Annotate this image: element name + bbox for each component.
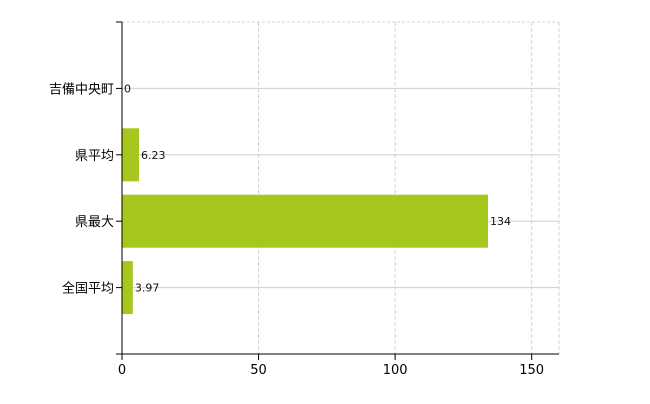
y-tick-label: 県平均 [75,149,114,164]
y-tick-label: 全国平均 [62,281,114,297]
data-label: 6.23 [141,149,166,162]
y-tick-label: 吉備中央町 [49,81,114,97]
bar [122,194,488,248]
data-label: 134 [490,215,511,228]
x-tick-label: 50 [250,363,267,378]
data-label: 3.97 [135,282,160,295]
x-tick-label: 100 [383,363,408,378]
bar [122,128,140,182]
bar [122,261,133,315]
y-tick-label: 県最大 [75,215,114,230]
x-tick-label: 0 [118,363,126,378]
data-label: 0 [124,82,131,95]
x-tick-label: 150 [519,363,544,378]
